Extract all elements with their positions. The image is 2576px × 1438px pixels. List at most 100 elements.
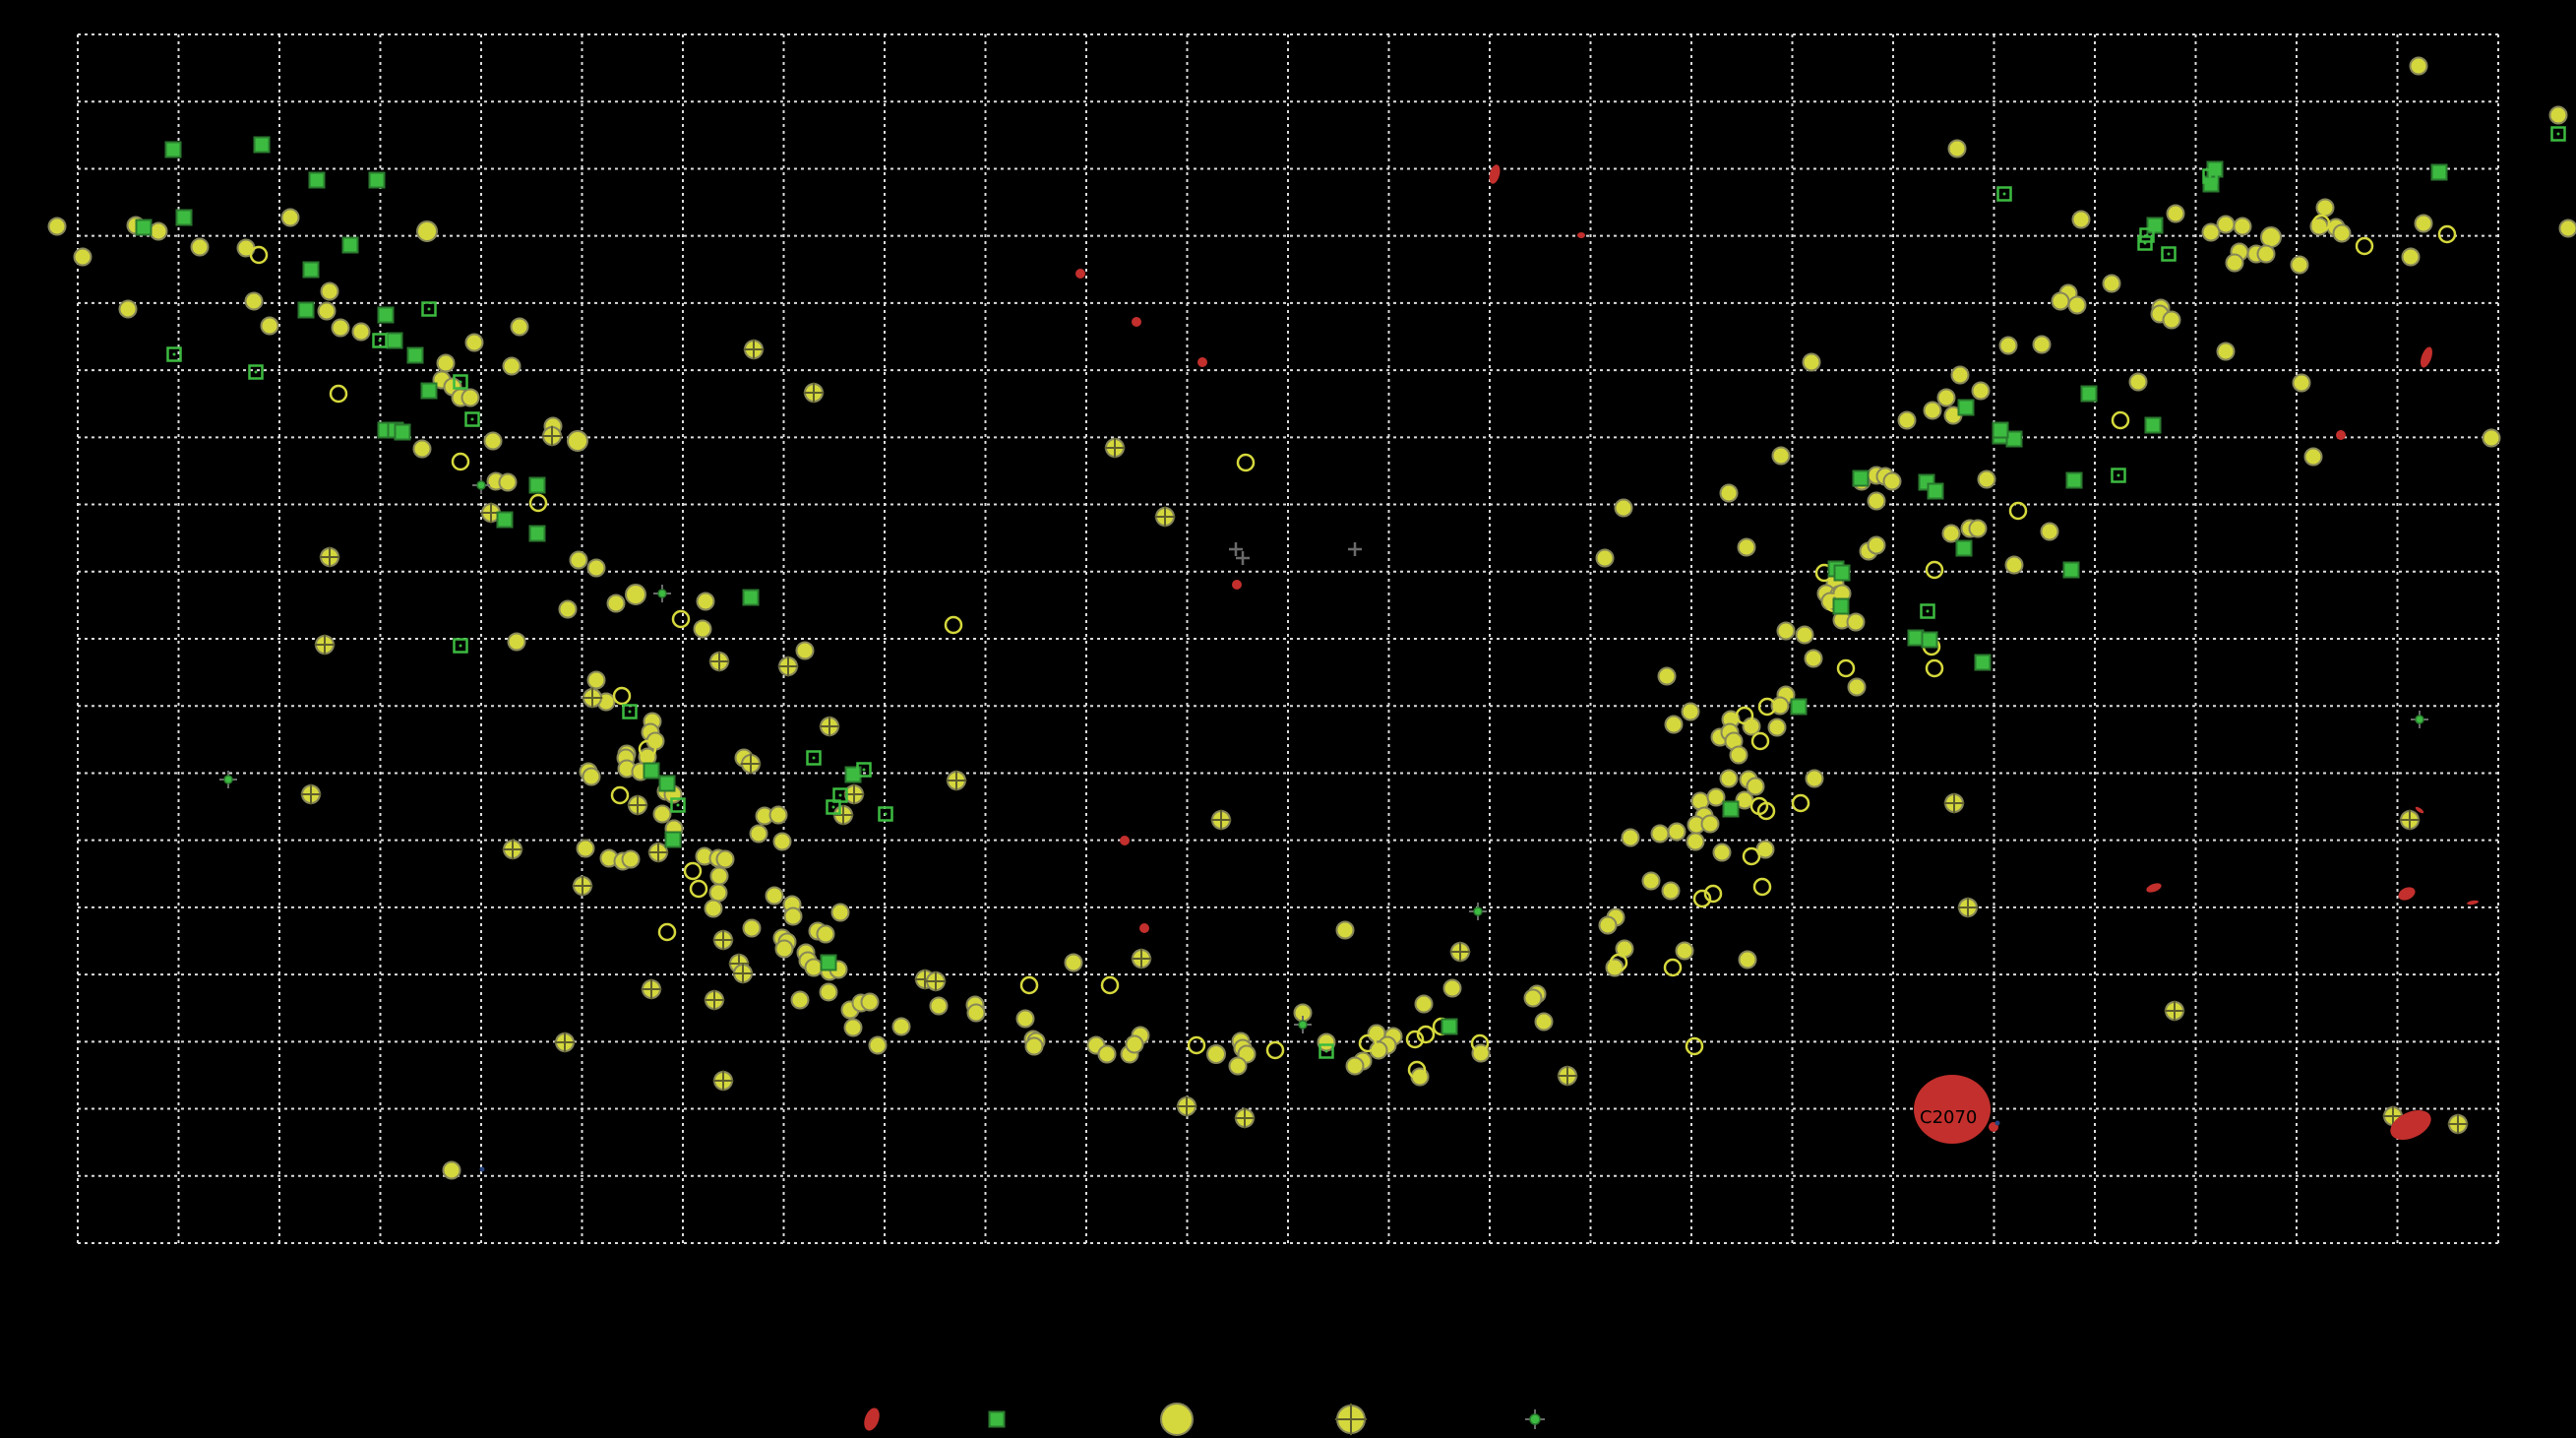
yellow-filled-circle-marker xyxy=(1595,548,1615,568)
yellow-filled-circle-marker xyxy=(1641,871,1661,891)
yellow-filled-circle-marker xyxy=(772,832,792,851)
yellow-filled-circle-marker xyxy=(1534,1012,1554,1032)
yellow-filled-circle-marker xyxy=(1686,832,1705,851)
yellow-filled-circle-marker xyxy=(1846,612,1866,632)
yellow-filled-circle-marker xyxy=(816,924,835,944)
yellow-filled-circle-marker xyxy=(416,220,438,242)
green-filled-square-marker xyxy=(1992,421,2009,439)
yellow-filled-circle-marker xyxy=(1805,769,1824,788)
yellow-filled-circle-marker xyxy=(830,903,850,922)
yellow-filled-circle-marker xyxy=(47,217,67,236)
green-open-square-marker xyxy=(826,799,841,815)
yellow-filled-circle-marker xyxy=(2225,253,2244,273)
green-open-square-marker xyxy=(856,762,872,778)
red-blob-marker xyxy=(2467,900,2479,906)
yellow-filled-circle-marker xyxy=(790,990,810,1010)
yellow-filled-circle-marker xyxy=(1125,1034,1144,1054)
yellow-open-circle-marker xyxy=(2437,224,2457,244)
green-filled-square-marker xyxy=(406,346,424,364)
green-open-square-marker xyxy=(2161,246,2177,262)
red-blob-marker xyxy=(1489,164,1501,184)
yellow-filled-circle-marker xyxy=(1064,953,1083,972)
yellow-filled-circle-marker xyxy=(1206,1044,1226,1064)
yellow-filled-circle-marker xyxy=(1097,1044,1117,1064)
green-open-square-center-dot xyxy=(838,793,842,797)
green-filled-square-marker xyxy=(368,171,386,189)
yellow-filled-circle-marker xyxy=(2166,204,2185,223)
tiny-blue-dot-marker xyxy=(479,1166,485,1172)
green-open-square-marker xyxy=(806,750,822,766)
red-blob-marker xyxy=(2146,883,2162,893)
yellow-open-circle-marker xyxy=(1663,958,1683,977)
yellow-filled-circle-marker xyxy=(1661,881,1681,901)
yellow-filled-circle-marker xyxy=(1977,469,1996,489)
green-open-square-center-dot xyxy=(427,307,431,311)
yellow-filled-circle-marker xyxy=(1706,787,1726,807)
yellow-filled-circle-marker xyxy=(1882,471,1902,491)
green-filled-square-marker xyxy=(164,141,182,158)
yellow-open-circle-marker xyxy=(1836,658,1856,678)
green-filled-square-marker xyxy=(2062,561,2080,579)
yellow-filled-circle-marker xyxy=(1712,843,1732,862)
yellow-filled-circle-marker xyxy=(804,958,824,977)
series-gray-faint-cross xyxy=(1229,542,1362,565)
red-dot-marker xyxy=(1075,269,1085,279)
yellow-filled-circle-marker xyxy=(1770,696,1790,716)
green-filled-square-marker xyxy=(2080,385,2098,403)
green-open-square-marker xyxy=(622,704,638,719)
yellow-filled-circle-marker xyxy=(351,322,371,342)
red-blob-marker xyxy=(1914,1075,1991,1144)
legend-yellow-circle-marker xyxy=(1160,1403,1194,1436)
green-open-square-marker xyxy=(2550,126,2566,142)
yellow-filled-circle-marker xyxy=(2256,244,2276,264)
yellow-filled-circle-marker xyxy=(1675,941,1694,961)
yellow-filled-circle-marker xyxy=(2201,222,2221,242)
yellow-open-circle-marker xyxy=(1750,731,1770,751)
yellow-open-circle-marker xyxy=(657,922,677,942)
yellow-filled-circle-marker xyxy=(2162,310,2181,330)
green-filled-square-marker xyxy=(528,525,546,542)
yellow-filled-circle-marker xyxy=(795,641,815,660)
yellow-filled-circle-marker xyxy=(2332,223,2352,243)
yellow-filled-circle-marker xyxy=(1667,822,1687,842)
yellow-filled-circle-marker xyxy=(709,866,729,886)
series-tiny-blue-dot xyxy=(479,1120,2000,1172)
yellow-filled-circle-marker xyxy=(1414,994,1434,1014)
green-open-square-center-dot xyxy=(831,805,835,809)
green-cross-dot-marker xyxy=(657,589,667,598)
yellow-filled-circle-marker xyxy=(331,318,350,338)
green-open-square-center-dot xyxy=(862,768,866,772)
yellow-filled-circle-marker xyxy=(606,594,626,613)
yellow-filled-circle-marker xyxy=(696,592,715,611)
yellow-filled-circle-marker xyxy=(576,839,595,858)
yellow-open-circle-marker xyxy=(1265,1040,1285,1060)
yellow-open-circle-marker xyxy=(2111,410,2130,430)
green-filled-square-marker xyxy=(341,236,359,254)
yellow-open-circle-marker xyxy=(2311,214,2331,233)
green-open-square-center-dot xyxy=(2143,241,2147,245)
green-filled-square-marker xyxy=(2065,471,2083,489)
green-filled-square-marker xyxy=(2430,163,2448,181)
yellow-filled-circle-marker xyxy=(2102,274,2121,293)
yellow-filled-circle-marker xyxy=(1936,388,1956,407)
series-green-open-square xyxy=(166,126,2566,1059)
green-open-square-center-dot xyxy=(812,756,816,760)
yellow-filled-circle-marker xyxy=(2290,255,2309,275)
yellow-filled-circle-marker xyxy=(1737,537,1756,557)
green-open-square-center-dot xyxy=(470,417,474,421)
yellow-filled-circle-marker xyxy=(2071,210,2091,229)
green-filled-square-marker xyxy=(1974,654,1992,671)
green-filled-square-marker xyxy=(175,209,193,226)
yellow-open-circle-marker xyxy=(689,879,708,899)
yellow-filled-circle-marker xyxy=(507,632,526,652)
yellow-filled-circle-marker xyxy=(868,1035,888,1055)
yellow-open-circle-marker xyxy=(1925,658,1944,678)
yellow-filled-circle-marker xyxy=(2216,215,2236,234)
green-open-square-center-dot xyxy=(459,644,462,648)
yellow-filled-circle-marker xyxy=(1950,365,1970,385)
green-filled-square-marker xyxy=(2005,430,2023,448)
yellow-filled-circle-marker xyxy=(1923,401,1942,420)
yellow-filled-circle-marker xyxy=(73,247,92,267)
yellow-filled-circle-marker xyxy=(244,291,264,311)
series-red-blob xyxy=(1489,164,2479,1144)
